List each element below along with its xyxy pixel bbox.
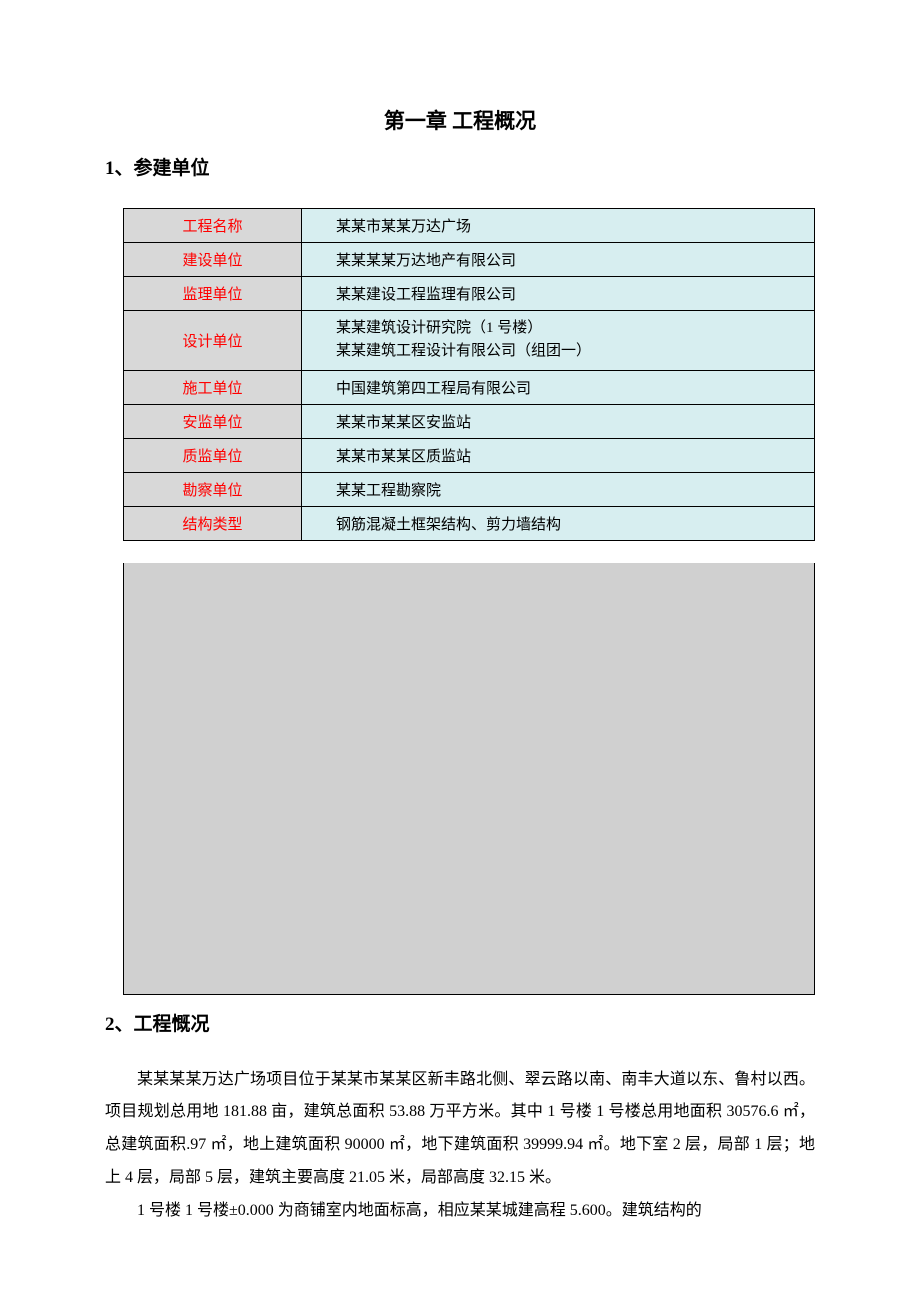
label-project-name: 工程名称: [124, 209, 302, 243]
table-row: 勘察单位 某某工程勘察院: [124, 472, 815, 506]
label-structure-type: 结构类型: [124, 506, 302, 540]
value-design-unit: 某某建筑设计研究院（1 号楼） 某某建筑工程设计有限公司（组团一）: [302, 311, 815, 371]
table-row: 建设单位 某某某某万达地产有限公司: [124, 243, 815, 277]
chapter-title: 第一章 工程概况: [105, 105, 815, 135]
value-quality-unit: 某某市某某区质监站: [302, 438, 815, 472]
table-row: 质监单位 某某市某某区质监站: [124, 438, 815, 472]
section-2-title: 2、工程慨况: [105, 1009, 815, 1036]
label-safety-unit: 安监单位: [124, 404, 302, 438]
body-text: 某某某某万达广场项目位于某某市某某区新丰路北侧、翠云路以南、南丰大道以东、鲁村以…: [105, 1064, 815, 1228]
map-image-placeholder: [123, 563, 815, 995]
paragraph-2: 1 号楼 1 号楼±0.000 为商铺室内地面标高，相应某某城建高程 5.600…: [105, 1195, 815, 1228]
design-unit-line-1: 某某建筑设计研究院（1 号楼）: [336, 317, 806, 340]
design-unit-line-2: 某某建筑工程设计有限公司（组团一）: [336, 340, 806, 363]
value-survey-unit: 某某工程勘察院: [302, 472, 815, 506]
table-row: 结构类型 钢筋混凝土框架结构、剪力墙结构: [124, 506, 815, 540]
label-quality-unit: 质监单位: [124, 438, 302, 472]
label-design-unit: 设计单位: [124, 311, 302, 371]
paragraph-1: 某某某某万达广场项目位于某某市某某区新丰路北侧、翠云路以南、南丰大道以东、鲁村以…: [105, 1064, 815, 1195]
label-supervision-unit: 监理单位: [124, 277, 302, 311]
value-project-name: 某某市某某万达广场: [302, 209, 815, 243]
table-row: 监理单位 某某建设工程监理有限公司: [124, 277, 815, 311]
table-row: 工程名称 某某市某某万达广场: [124, 209, 815, 243]
units-table: 工程名称 某某市某某万达广场 建设单位 某某某某万达地产有限公司 监理单位 某某…: [123, 208, 815, 541]
table-row: 安监单位 某某市某某区安监站: [124, 404, 815, 438]
table-row: 设计单位 某某建筑设计研究院（1 号楼） 某某建筑工程设计有限公司（组团一）: [124, 311, 815, 371]
units-table-wrap: 工程名称 某某市某某万达广场 建设单位 某某某某万达地产有限公司 监理单位 某某…: [123, 208, 815, 541]
label-construction-unit: 建设单位: [124, 243, 302, 277]
section-1-title: 1、参建单位: [105, 153, 815, 180]
table-row: 施工单位 中国建筑第四工程局有限公司: [124, 370, 815, 404]
label-contractor-unit: 施工单位: [124, 370, 302, 404]
value-safety-unit: 某某市某某区安监站: [302, 404, 815, 438]
value-construction-unit: 某某某某万达地产有限公司: [302, 243, 815, 277]
value-contractor-unit: 中国建筑第四工程局有限公司: [302, 370, 815, 404]
label-survey-unit: 勘察单位: [124, 472, 302, 506]
value-supervision-unit: 某某建设工程监理有限公司: [302, 277, 815, 311]
value-structure-type: 钢筋混凝土框架结构、剪力墙结构: [302, 506, 815, 540]
